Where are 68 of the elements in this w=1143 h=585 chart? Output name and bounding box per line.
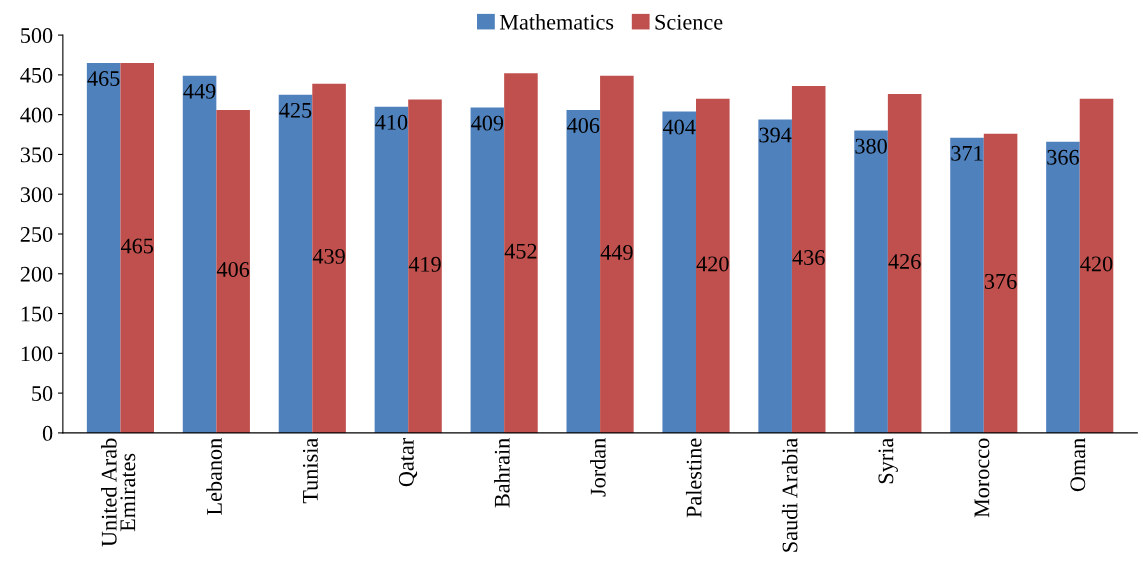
bar: [983, 133, 1018, 433]
data-label: 449: [183, 83, 216, 99]
bar: [887, 93, 922, 433]
y-tick-label: 250: [20, 226, 53, 242]
bar: [566, 109, 601, 433]
bar: [758, 119, 792, 433]
x-tick-label: Saudi Arabia: [781, 438, 798, 552]
data-label: 376: [984, 273, 1017, 289]
bar: [120, 62, 154, 433]
y-tick-label: 0: [42, 425, 53, 441]
bar: [182, 75, 217, 433]
x-tick-label: United Arab Emirates: [101, 438, 136, 547]
x-tick-label: Oman: [1070, 438, 1086, 492]
x-tick-label: Bahrain: [494, 438, 510, 508]
x-tick-label: Palestine: [685, 438, 702, 518]
y-tick-label: 400: [20, 107, 53, 123]
data-label: 420: [1080, 256, 1113, 272]
legend-label: Science: [655, 14, 723, 30]
x-tick-label: Jordan: [590, 438, 606, 497]
x-tick-label: Morocco: [974, 438, 990, 518]
bar: [312, 83, 346, 433]
data-label: 465: [120, 238, 154, 254]
bar: [696, 98, 730, 433]
legend-label: Mathematics: [499, 14, 614, 30]
data-label: 380: [855, 138, 887, 154]
bar: [408, 99, 442, 433]
bar: [791, 86, 826, 433]
bar: [600, 75, 634, 433]
data-label: 410: [375, 114, 408, 130]
bar: [374, 106, 409, 433]
x-tick-label: Tunisia: [302, 438, 318, 504]
data-label: 371: [951, 145, 983, 161]
data-label: 404: [662, 119, 696, 135]
data-label: 436: [792, 250, 825, 266]
bar: [278, 94, 313, 433]
y-tick-label: 50: [32, 386, 53, 402]
x-tick-label: Lebanon: [206, 438, 222, 515]
bar: [950, 137, 984, 433]
y-tick-label: 500: [21, 28, 53, 44]
data-label: 366: [1047, 149, 1079, 165]
bar: [504, 73, 538, 433]
x-tick-label: Syria: [878, 438, 898, 484]
data-label: 406: [567, 117, 600, 133]
data-label: 449: [600, 244, 633, 260]
y-tick-label: 100: [21, 346, 53, 362]
data-label: 465: [87, 71, 120, 87]
x-tick-label: Qatar: [398, 437, 418, 487]
bar: [854, 130, 888, 433]
data-label: 420: [696, 256, 729, 272]
bar: [662, 111, 697, 433]
data-label: 394: [759, 127, 792, 143]
data-label: 426: [888, 254, 921, 269]
data-label: 406: [216, 261, 250, 277]
data-label: 452: [504, 243, 537, 259]
y-tick-label: 300: [20, 187, 53, 203]
bar: [86, 62, 121, 433]
y-tick-label: 450: [20, 67, 53, 83]
y-tick-label: 200: [20, 266, 53, 282]
bar: [470, 107, 505, 433]
data-label: 409: [471, 115, 504, 131]
y-tick-label: 350: [20, 147, 53, 163]
bar: [1046, 141, 1080, 433]
data-label: 425: [279, 102, 312, 118]
bar: [216, 109, 250, 433]
y-tick-label: 150: [21, 306, 53, 322]
data-label: 439: [312, 248, 345, 264]
bar: [1079, 98, 1114, 433]
data-label: 419: [408, 256, 441, 272]
